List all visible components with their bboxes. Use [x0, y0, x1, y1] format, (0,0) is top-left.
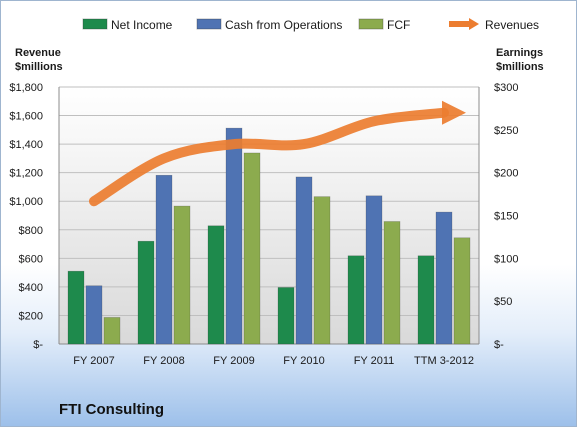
category-label: FY 2008 — [143, 355, 184, 367]
bar-cash-from-operations — [155, 174, 173, 345]
right-tick-label: $200 — [494, 168, 518, 180]
right-tick-label: $- — [494, 339, 504, 351]
revenue-line-path — [89, 107, 449, 207]
bar-cash-from-operations — [365, 195, 383, 345]
bar-net-income — [277, 287, 295, 345]
bar-net-income — [417, 255, 435, 345]
left-tick-label: $1,400 — [9, 139, 43, 151]
legend-label: Cash from Operations — [225, 18, 342, 32]
right-tick-label: $250 — [494, 125, 518, 137]
legend-label: Revenues — [485, 18, 539, 32]
right-tick-label: $150 — [494, 211, 518, 223]
left-tick-label: $400 — [19, 282, 43, 294]
right-tick-label: $50 — [494, 296, 512, 308]
chart-title: FTI Consulting — [59, 401, 164, 418]
left-tick-label: $1,200 — [9, 168, 43, 180]
left-tick-label: $- — [33, 339, 43, 351]
left-axis-title-line1: Revenue — [15, 47, 61, 59]
bar-series — [67, 127, 471, 345]
legend-swatch — [196, 18, 222, 30]
category-label: FY 2011 — [354, 355, 395, 367]
category-label: FY 2007 — [73, 355, 114, 367]
bar-net-income — [207, 225, 225, 345]
right-axis-ticks: $- $50 $100 $150 $200 $250 $300 — [494, 82, 518, 351]
legend-arrow-revenues — [469, 18, 479, 30]
bar-fcf — [243, 152, 261, 345]
left-tick-label: $600 — [19, 253, 43, 265]
category-label: TTM 3-2012 — [414, 355, 474, 367]
left-tick-label: $200 — [19, 310, 43, 322]
category-labels: FY 2007 FY 2008 FY 2009 FY 2010 FY 2011 TTM 3… — [73, 355, 474, 367]
legend: Net Income Cash from Operations FCF Revenue… — [82, 18, 539, 32]
revenue-line — [89, 100, 466, 207]
revenue-arrow-head — [442, 100, 466, 125]
bar-cash-from-operations — [85, 285, 103, 345]
legend-label: Net Income — [111, 18, 173, 32]
left-tick-label: $1,000 — [9, 196, 43, 208]
bar-net-income — [137, 240, 155, 345]
right-tick-label: $300 — [494, 82, 518, 94]
category-label: FY 2009 — [213, 355, 254, 367]
bar-cash-from-operations — [295, 176, 313, 345]
legend-swatch — [82, 18, 108, 30]
bar-net-income — [347, 255, 365, 345]
bar-fcf — [103, 317, 121, 345]
right-axis-title-line2: $millions — [496, 61, 544, 73]
category-label: FY 2010 — [283, 355, 324, 367]
left-tick-label: $1,600 — [9, 111, 43, 123]
right-axis-title-line1: Earnings — [496, 47, 543, 59]
bar-net-income — [67, 270, 85, 345]
legend-swatch — [358, 18, 384, 30]
bar-fcf — [173, 205, 191, 345]
left-axis-title-line2: $millions — [15, 61, 63, 73]
bar-fcf — [313, 196, 331, 345]
legend-label: FCF — [387, 18, 410, 32]
bar-cash-from-operations — [435, 211, 453, 345]
gridlines — [58, 86, 480, 345]
left-axis-ticks: $- $200 $400 $600 $800 $1,000 $1,200 $1,400 $1,6… — [9, 82, 43, 351]
left-tick-label: $1,800 — [9, 82, 43, 94]
bar-fcf — [383, 221, 401, 345]
left-tick-label: $800 — [19, 225, 43, 237]
right-tick-label: $100 — [494, 253, 518, 265]
bar-cash-from-operations — [225, 127, 243, 345]
bar-fcf — [453, 237, 471, 345]
plot-area — [59, 87, 479, 344]
